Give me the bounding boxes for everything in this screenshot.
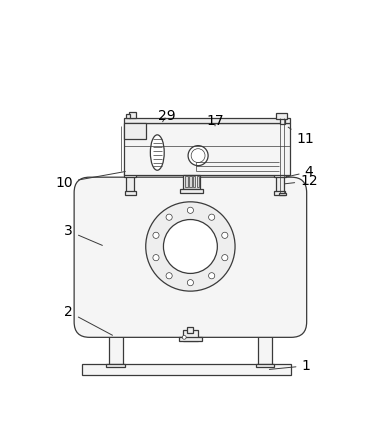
Circle shape [146,202,235,291]
Bar [280,118,285,124]
Bar [256,364,274,367]
Circle shape [188,146,208,166]
Bar [189,177,192,187]
Bar [193,177,195,187]
Bar [109,322,122,364]
Bar [279,193,286,195]
Bar [184,175,201,189]
Bar [124,118,290,122]
Bar [124,122,146,139]
Text: 12: 12 [285,174,318,188]
Bar [196,177,199,187]
Circle shape [191,149,205,163]
Bar [124,173,137,177]
Text: 29: 29 [158,108,175,123]
Bar [183,329,198,341]
Circle shape [187,207,194,213]
Bar [82,364,291,375]
Text: 1: 1 [269,359,310,373]
Bar [107,364,125,367]
Text: 2: 2 [64,305,112,335]
Bar [185,177,188,187]
Text: 10: 10 [55,171,125,190]
Bar [125,191,136,195]
Bar [127,175,134,193]
Circle shape [164,219,217,274]
Circle shape [222,232,228,238]
Circle shape [166,273,172,279]
Bar [273,173,286,177]
Bar [274,191,285,195]
Circle shape [182,336,186,339]
Bar [124,122,290,175]
Bar [129,112,137,118]
FancyBboxPatch shape [74,177,307,337]
Text: 4: 4 [285,165,313,179]
Circle shape [153,232,159,238]
Circle shape [222,255,228,261]
Circle shape [187,280,194,286]
Bar [258,322,272,364]
Text: 3: 3 [64,224,102,246]
Bar [276,175,283,193]
Bar [187,327,194,333]
Bar [126,114,130,118]
Circle shape [209,273,215,279]
Bar [179,337,202,341]
Bar [276,113,287,119]
Ellipse shape [150,135,164,170]
Circle shape [153,255,159,261]
Circle shape [166,214,172,220]
Text: 11: 11 [288,127,314,146]
Bar [181,189,204,193]
Circle shape [209,214,215,220]
Text: 17: 17 [206,114,224,128]
